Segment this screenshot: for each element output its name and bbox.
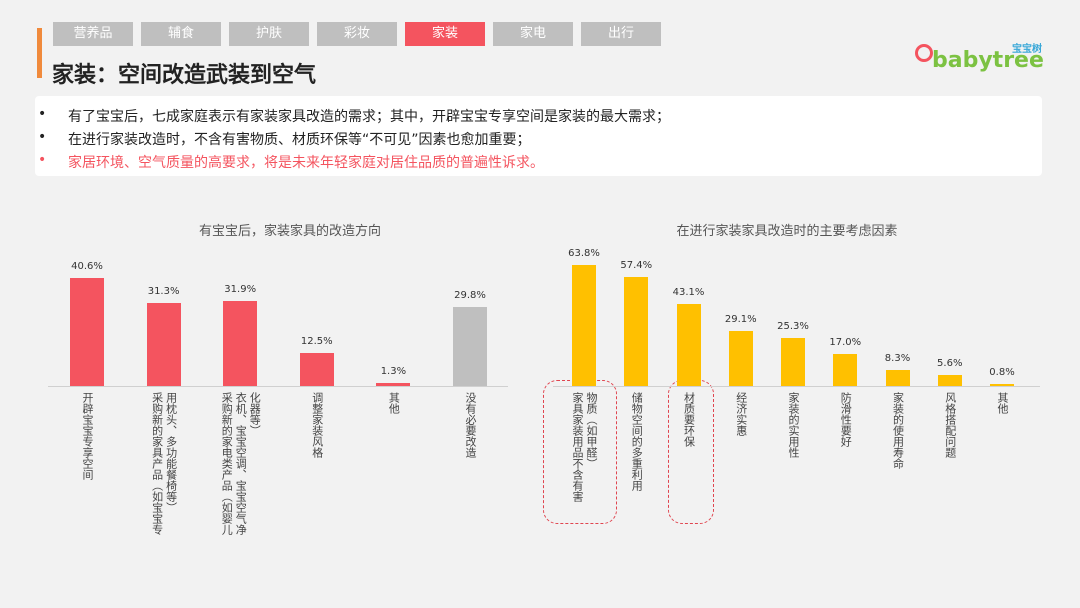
category-label: 储物空间的多重利用 — [630, 392, 644, 491]
bar — [833, 353, 858, 386]
category-label-box: 采购新的家具产品（如宝宝专用枕头、多功能餐椅等） — [124, 392, 204, 542]
category-label: 防滑性要好 — [839, 392, 853, 447]
axis-line — [553, 386, 1040, 387]
bar — [728, 330, 753, 386]
value-label: 29.1% — [724, 313, 757, 325]
category-label: 采购新的家电类产品（如婴儿衣机、宝宝空调、宝宝空气净化器等） — [220, 392, 262, 535]
bullet-text: 有了宝宝后，七成家庭表示有家装家具改造的需求；其中，开辟宝宝专享空间是家装的最大… — [68, 109, 670, 125]
tab[interactable]: 营养品 — [53, 22, 133, 46]
bar — [453, 306, 487, 386]
bar — [146, 302, 181, 386]
category-label-box: 其他 — [353, 392, 433, 414]
value-label: 12.5% — [300, 335, 333, 347]
bar — [70, 278, 104, 386]
bar — [572, 264, 596, 386]
bullet-text: 在进行家装改造时，不含有害物质、材质环保等“不可见”因素也愈加重要； — [68, 132, 531, 148]
accent-bar — [37, 28, 42, 78]
category-label: 材质要环保 — [682, 392, 696, 447]
category-label: 家装的使用寿命 — [891, 392, 905, 469]
value-label: 8.3% — [884, 353, 911, 365]
tab[interactable]: 辅食 — [141, 22, 221, 46]
bar — [937, 375, 962, 386]
bar — [223, 301, 258, 386]
bullet: 有了宝宝后，七成家庭表示有家装家具改造的需求；其中，开辟宝宝专享空间是家装的最大… — [38, 106, 670, 126]
category-label-box: 没有必要改造 — [430, 392, 510, 458]
value-label: 63.8% — [568, 247, 600, 259]
value-label: 17.0% — [829, 336, 862, 348]
category-label-box: 经济实惠 — [701, 392, 781, 436]
category-label: 其他 — [996, 392, 1009, 414]
value-label: 31.3% — [147, 285, 180, 297]
category-label-box: 风格搭配问题 — [910, 392, 990, 458]
value-label: 57.4% — [620, 259, 653, 271]
category-label: 调整家装风格 — [310, 392, 324, 458]
slide-title: 家装：空间改造武装到空气 — [52, 63, 317, 88]
tab[interactable]: 家电 — [493, 22, 573, 46]
category-label: 开辟宝宝专享空间 — [81, 392, 94, 480]
bar — [885, 370, 910, 386]
category-label-box: 其他 — [962, 392, 1042, 414]
value-label: 43.1% — [672, 287, 705, 299]
category-label-box: 家装的使用寿命 — [858, 392, 938, 469]
value-label: 31.9% — [224, 284, 257, 296]
category-label: 经济实惠 — [734, 392, 748, 436]
category-label: 采购新的家具产品（如宝宝专用枕头、多功能餐椅等） — [150, 392, 178, 535]
category-label-box: 调整家装风格 — [277, 392, 357, 458]
bullet: 在进行家装改造时，不含有害物质、材质环保等“不可见”因素也愈加重要； — [38, 129, 531, 149]
category-label-box: 材质要环保 — [649, 392, 729, 447]
bar — [624, 276, 649, 386]
category-label: 家装的实用性 — [787, 392, 800, 458]
category-label-box: 家具家装用品不含有害物质（如甲醛） — [544, 392, 624, 512]
axis-line — [48, 386, 508, 387]
value-label: 0.8% — [989, 367, 1015, 379]
value-label: 1.3% — [380, 365, 407, 377]
category-label-box: 储物空间的多重利用 — [596, 392, 676, 491]
value-label: 40.6% — [71, 261, 103, 272]
bar — [676, 304, 701, 386]
chart-title: 在进行家装家具改造时的主要考虑因素 — [676, 224, 898, 239]
category-label-box: 防滑性要好 — [805, 392, 885, 447]
value-label: 25.3% — [777, 320, 809, 332]
tab[interactable]: 护肤 — [229, 22, 309, 46]
bar — [299, 352, 334, 386]
tab[interactable]: 彩妆 — [317, 22, 397, 46]
category-label: 没有必要改造 — [464, 392, 477, 458]
category-label-box: 采购新的家电类产品（如婴儿衣机、宝宝空调、宝宝空气净化器等） — [200, 392, 280, 542]
category-label: 其他 — [387, 392, 401, 414]
bar — [781, 337, 805, 386]
bar — [990, 384, 1014, 386]
bullet-text: 家居环境、空气质量的高要求，将是未来年轻家庭对居住品质的普遍性诉求。 — [68, 155, 544, 171]
logo-cn: 宝宝树 — [1012, 44, 1042, 55]
bar — [376, 382, 411, 386]
logo-icon — [915, 44, 933, 62]
value-label: 29.8% — [454, 289, 486, 301]
tab[interactable]: 出行 — [581, 22, 661, 46]
category-label-box: 家装的实用性 — [753, 392, 833, 458]
bullet: 家居环境、空气质量的高要求，将是未来年轻家庭对居住品质的普遍性诉求。 — [38, 152, 544, 172]
category-label-box: 开辟宝宝专享空间 — [47, 392, 127, 480]
value-label: 5.6% — [937, 358, 963, 370]
category-label: 风格搭配问题 — [943, 392, 957, 458]
chart-title: 有宝宝后，家装家具的改造方向 — [198, 224, 382, 239]
tab[interactable]: 家装 — [405, 22, 485, 46]
logo-text: babytree — [932, 48, 1044, 73]
category-label: 家具家装用品不含有害物质（如甲醛） — [571, 392, 598, 502]
